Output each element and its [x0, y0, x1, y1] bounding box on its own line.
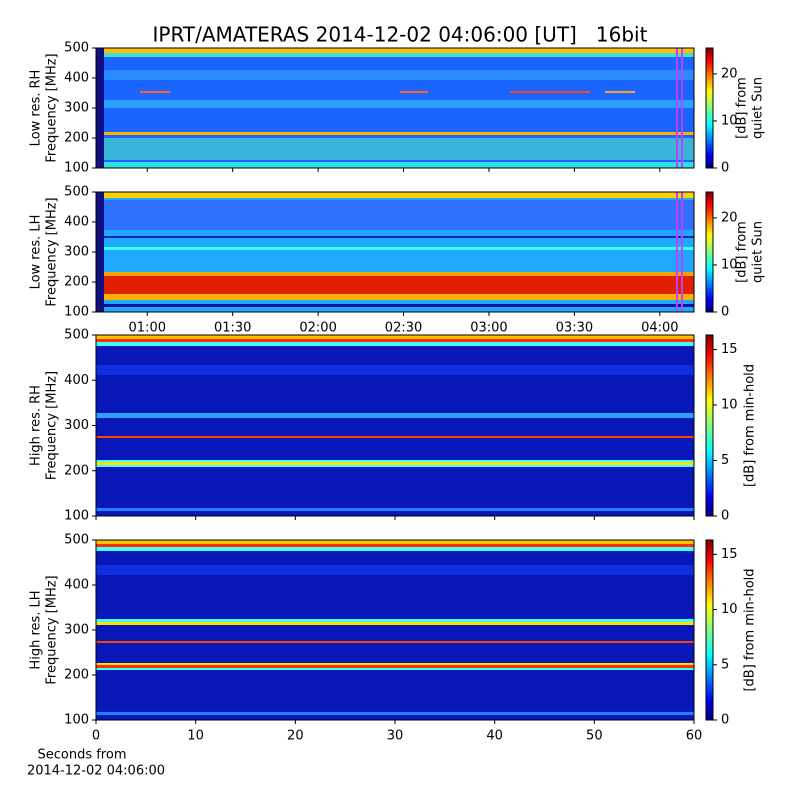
y-axis-label: Frequency [MHz]: [45, 53, 60, 162]
y-tick-label: 500: [64, 185, 89, 200]
y-axis-label: Frequency [MHz]: [45, 371, 60, 480]
x-tick-label: 01:30: [214, 321, 251, 336]
x-tick-label: 03:30: [556, 321, 593, 336]
colorbar-label: quiet Sun: [751, 221, 766, 283]
colorbar: [705, 334, 714, 517]
y-tick-label: 100: [64, 713, 89, 728]
colorbar-tick-label: 10: [721, 113, 738, 128]
colorbar-tick-label: 20: [721, 66, 738, 81]
x-tick-label: 30: [387, 729, 404, 744]
colorbar-tick-label: 20: [721, 210, 738, 225]
y-tick-label: 300: [64, 418, 89, 433]
colorbar-label: [dB] from: [735, 221, 750, 283]
y-tick-label: 400: [64, 215, 89, 230]
y-tick-label: 200: [64, 131, 89, 146]
y-tick-label: 400: [64, 373, 89, 388]
x-tick-label: 20: [287, 729, 304, 744]
y-tick-label: 200: [64, 463, 89, 478]
y-axis-label: Frequency [MHz]: [45, 575, 60, 684]
y-tick-label: 400: [64, 71, 89, 86]
x-tick-label: 40: [486, 729, 503, 744]
x-tick-label: 60: [686, 729, 703, 744]
colorbar-tick-label: 0: [721, 161, 729, 176]
x-tick-label: 04:00: [641, 321, 678, 336]
y-tick-label: 300: [64, 245, 89, 260]
x-tick-label: 03:00: [470, 321, 507, 336]
colorbar-label: quiet Sun: [751, 77, 766, 139]
colorbar-tick-label: 10: [721, 602, 738, 617]
colorbar-tick-label: 5: [721, 657, 729, 672]
x-tick-label: 0: [92, 729, 100, 744]
x-tick-label: 50: [586, 729, 603, 744]
colorbar-label: [dB] from min-hold: [743, 364, 758, 487]
colorbar-tick-label: 0: [721, 305, 729, 320]
y-axis-label: Low res. RH: [29, 70, 44, 147]
y-axis-label: Frequency [MHz]: [45, 197, 60, 306]
colorbar: [705, 191, 714, 313]
colorbar: [705, 47, 714, 169]
y-tick-label: 500: [64, 533, 89, 548]
y-tick-label: 100: [64, 305, 89, 320]
colorbar-tick-label: 15: [721, 342, 738, 357]
colorbar-tick-label: 10: [721, 397, 738, 412]
colorbar: [705, 539, 714, 721]
x-tick-label: 10: [187, 729, 204, 744]
figure-title: IPRT/AMATERAS 2014-12-02 04:06:00 [UT] 1…: [153, 23, 648, 47]
x-axis-label: Seconds from: [37, 748, 126, 763]
y-tick-label: 500: [64, 41, 89, 56]
x-tick-label: 02:00: [299, 321, 336, 336]
y-tick-label: 100: [64, 509, 89, 524]
colorbar-label: [dB] from min-hold: [743, 568, 758, 691]
colorbar-label: [dB] from: [735, 77, 750, 139]
x-axis-label: 2014-12-02 04:06:00: [27, 764, 165, 779]
y-axis-label: High res. RH: [29, 385, 44, 466]
y-tick-label: 500: [64, 328, 89, 343]
y-axis-label: High res. LH: [29, 590, 44, 669]
y-tick-label: 300: [64, 101, 89, 116]
y-tick-label: 200: [64, 668, 89, 683]
spectrogram-texture: [96, 48, 694, 720]
colorbar-tick-label: 15: [721, 547, 738, 562]
colorbar-tick-label: 5: [721, 453, 729, 468]
x-tick-label: 01:00: [129, 321, 166, 336]
y-tick-label: 100: [64, 161, 89, 176]
y-tick-label: 200: [64, 275, 89, 290]
y-tick-label: 400: [64, 578, 89, 593]
y-axis-label: Low res. LH: [29, 215, 44, 290]
x-tick-label: 02:30: [385, 321, 422, 336]
y-tick-label: 300: [64, 623, 89, 638]
colorbar-tick-label: 0: [721, 509, 729, 524]
colorbar-tick-label: 10: [721, 257, 738, 272]
colorbar-tick-label: 0: [721, 713, 729, 728]
